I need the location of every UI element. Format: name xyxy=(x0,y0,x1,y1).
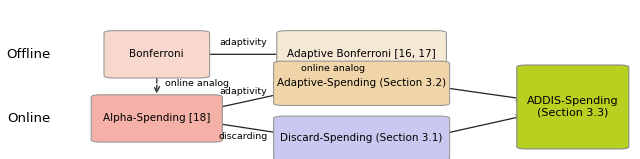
FancyBboxPatch shape xyxy=(517,65,628,149)
FancyBboxPatch shape xyxy=(276,31,447,78)
Text: Online: Online xyxy=(7,112,51,125)
Text: discarding: discarding xyxy=(219,132,268,141)
FancyBboxPatch shape xyxy=(274,116,449,159)
Text: adaptivity: adaptivity xyxy=(220,87,267,96)
Text: Bonferroni: Bonferroni xyxy=(129,49,184,59)
Text: Adaptive Bonferroni [16, 17]: Adaptive Bonferroni [16, 17] xyxy=(287,49,436,59)
Text: online analog: online analog xyxy=(165,79,229,88)
Text: Discard-Spending (Section 3.1): Discard-Spending (Section 3.1) xyxy=(280,133,443,143)
Text: Adaptive-Spending (Section 3.2): Adaptive-Spending (Section 3.2) xyxy=(277,78,446,88)
Text: online analog: online analog xyxy=(301,64,365,73)
Text: Alpha-Spending [18]: Alpha-Spending [18] xyxy=(103,113,211,123)
FancyBboxPatch shape xyxy=(104,31,210,78)
Text: Offline: Offline xyxy=(6,48,51,61)
FancyBboxPatch shape xyxy=(92,95,223,142)
Text: ADDIS-Spending
(Section 3.3): ADDIS-Spending (Section 3.3) xyxy=(527,96,619,118)
FancyBboxPatch shape xyxy=(274,61,449,105)
Text: adaptivity: adaptivity xyxy=(220,38,267,47)
